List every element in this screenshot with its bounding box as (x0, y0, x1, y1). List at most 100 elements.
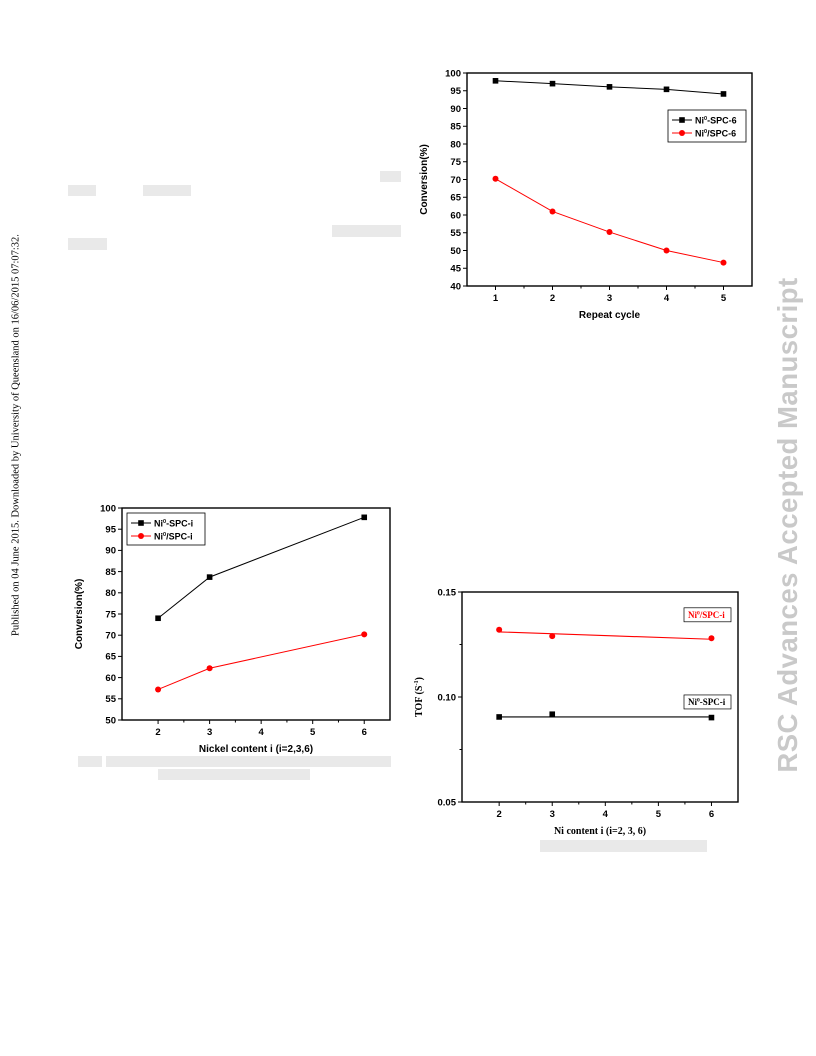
x-tick-label: 1 (493, 293, 499, 304)
series-tag: Ni0-SPC-i (683, 694, 732, 710)
data-point (155, 615, 161, 622)
y-tick-label: 70 (105, 631, 116, 642)
series-tag-label: Ni0/SPC-i (688, 610, 725, 620)
legend-marker (138, 533, 144, 539)
legend-label: Ni0-SPC-i (154, 519, 193, 529)
publication-note-text: Published on 04 June 2015. Downloaded by… (10, 234, 22, 636)
data-point (496, 714, 502, 720)
fit-line (499, 631, 712, 640)
data-point (361, 631, 368, 638)
x-tick-label: 3 (550, 809, 555, 820)
x-tick-label: 3 (207, 727, 212, 738)
legend: Ni0-SPC-6 Ni0/SPC-6 (667, 109, 747, 143)
data-point (663, 86, 670, 93)
series-tag-box (683, 694, 732, 710)
x-tick-label: 4 (259, 727, 265, 738)
data-point (549, 633, 556, 640)
x-axis-label: Ni content i (i=2, 3, 6) (554, 826, 646, 837)
data-point (155, 686, 162, 693)
x-tick-label: 2 (155, 727, 160, 738)
accepted-manuscript-watermark: RSC Advances Accepted Manuscript (760, 240, 816, 810)
data-point (549, 208, 556, 215)
data-point (206, 665, 213, 672)
y-axis-label: TOF (S-1) (413, 677, 425, 717)
y-tick-label: 90 (105, 546, 116, 557)
data-point (549, 80, 556, 87)
publication-note: Published on 04 June 2015. Downloaded by… (6, 230, 26, 640)
series-0 (496, 626, 715, 642)
legend: Ni0-SPC-i Ni0/SPC-i (126, 512, 206, 546)
legend-marker (138, 520, 144, 526)
data-point (206, 574, 213, 580)
redacted-block (78, 756, 102, 767)
legend-box (667, 109, 747, 143)
data-point (663, 247, 670, 254)
data-point (606, 84, 613, 90)
data-point (720, 91, 727, 97)
y-tick-label: 75 (105, 609, 116, 620)
y-tick-label: 70 (450, 175, 461, 186)
series-1 (492, 175, 727, 266)
data-point (708, 635, 715, 642)
series-0 (155, 514, 368, 622)
y-tick-label: 85 (450, 122, 461, 133)
y-tick-label: 90 (450, 104, 461, 115)
redacted-block (332, 225, 401, 237)
legend-label: Ni0/SPC-i (154, 532, 193, 542)
x-tick-label: 6 (362, 727, 367, 738)
x-tick-label: 2 (550, 293, 555, 304)
y-tick-label: 60 (105, 673, 116, 684)
data-point (549, 711, 556, 718)
series-line (495, 178, 724, 264)
y-axis-label: Conversion(%) (74, 579, 85, 650)
redacted-block (380, 171, 401, 182)
y-tick-label: 55 (105, 694, 116, 705)
redacted-block (540, 840, 707, 852)
y-tick-label: 55 (450, 228, 461, 239)
legend-marker (679, 130, 685, 136)
plot-frame (466, 72, 753, 287)
series-line (157, 633, 365, 690)
legend-marker (679, 117, 685, 123)
y-tick-label: 95 (105, 525, 116, 536)
tof-chart: 2 3 4 5 6 0.05 0.10 0.15 Ni content i (i=2, 3, 6… (413, 587, 739, 837)
y-tick-label: 80 (105, 588, 116, 599)
watermark-text: RSC Advances Accepted Manuscript (772, 277, 803, 773)
data-point (496, 626, 503, 633)
legend-label: Ni0/SPC-6 (695, 129, 736, 139)
x-tick-label: 5 (310, 727, 316, 738)
y-tick-label: 100 (445, 68, 461, 79)
y-tick-label: 0.15 (438, 587, 457, 598)
redacted-block (68, 185, 96, 196)
y-tick-label: 50 (105, 715, 116, 726)
series-tag-label: Ni0-SPC-i (688, 697, 726, 707)
series-1 (155, 631, 368, 693)
legend-box (126, 512, 206, 546)
redacted-block (143, 185, 191, 196)
x-tick-label: 5 (656, 809, 662, 820)
nickel-content-chart: 2 3 4 5 6 50 55 60 65 70 75 80 85 90 95 100 Nickel conte… (74, 503, 391, 755)
x-tick-label: 5 (721, 293, 727, 304)
redacted-block (158, 769, 310, 780)
y-tick-label: 75 (450, 157, 461, 168)
data-point (606, 229, 613, 236)
series-tag: Ni0/SPC-i (683, 607, 732, 623)
data-point (708, 714, 715, 721)
series-1 (496, 711, 715, 721)
y-tick-label: 95 (450, 86, 461, 97)
y-tick-label: 80 (450, 139, 461, 150)
x-tick-label: 2 (497, 809, 502, 820)
y-tick-label: 40 (450, 281, 461, 292)
y-axis-label: Conversion(%) (419, 144, 430, 215)
legend-label: Ni0-SPC-6 (695, 116, 737, 126)
y-tick-label: 0.10 (438, 692, 457, 703)
y-tick-label: 85 (105, 567, 116, 578)
x-axis-label: Repeat cycle (579, 310, 641, 321)
data-point (361, 514, 368, 521)
data-point (492, 175, 499, 182)
data-point (492, 78, 499, 84)
y-tick-label: 45 (450, 264, 461, 275)
y-tick-label: 0.05 (438, 797, 457, 808)
y-tick-label: 50 (450, 246, 461, 257)
